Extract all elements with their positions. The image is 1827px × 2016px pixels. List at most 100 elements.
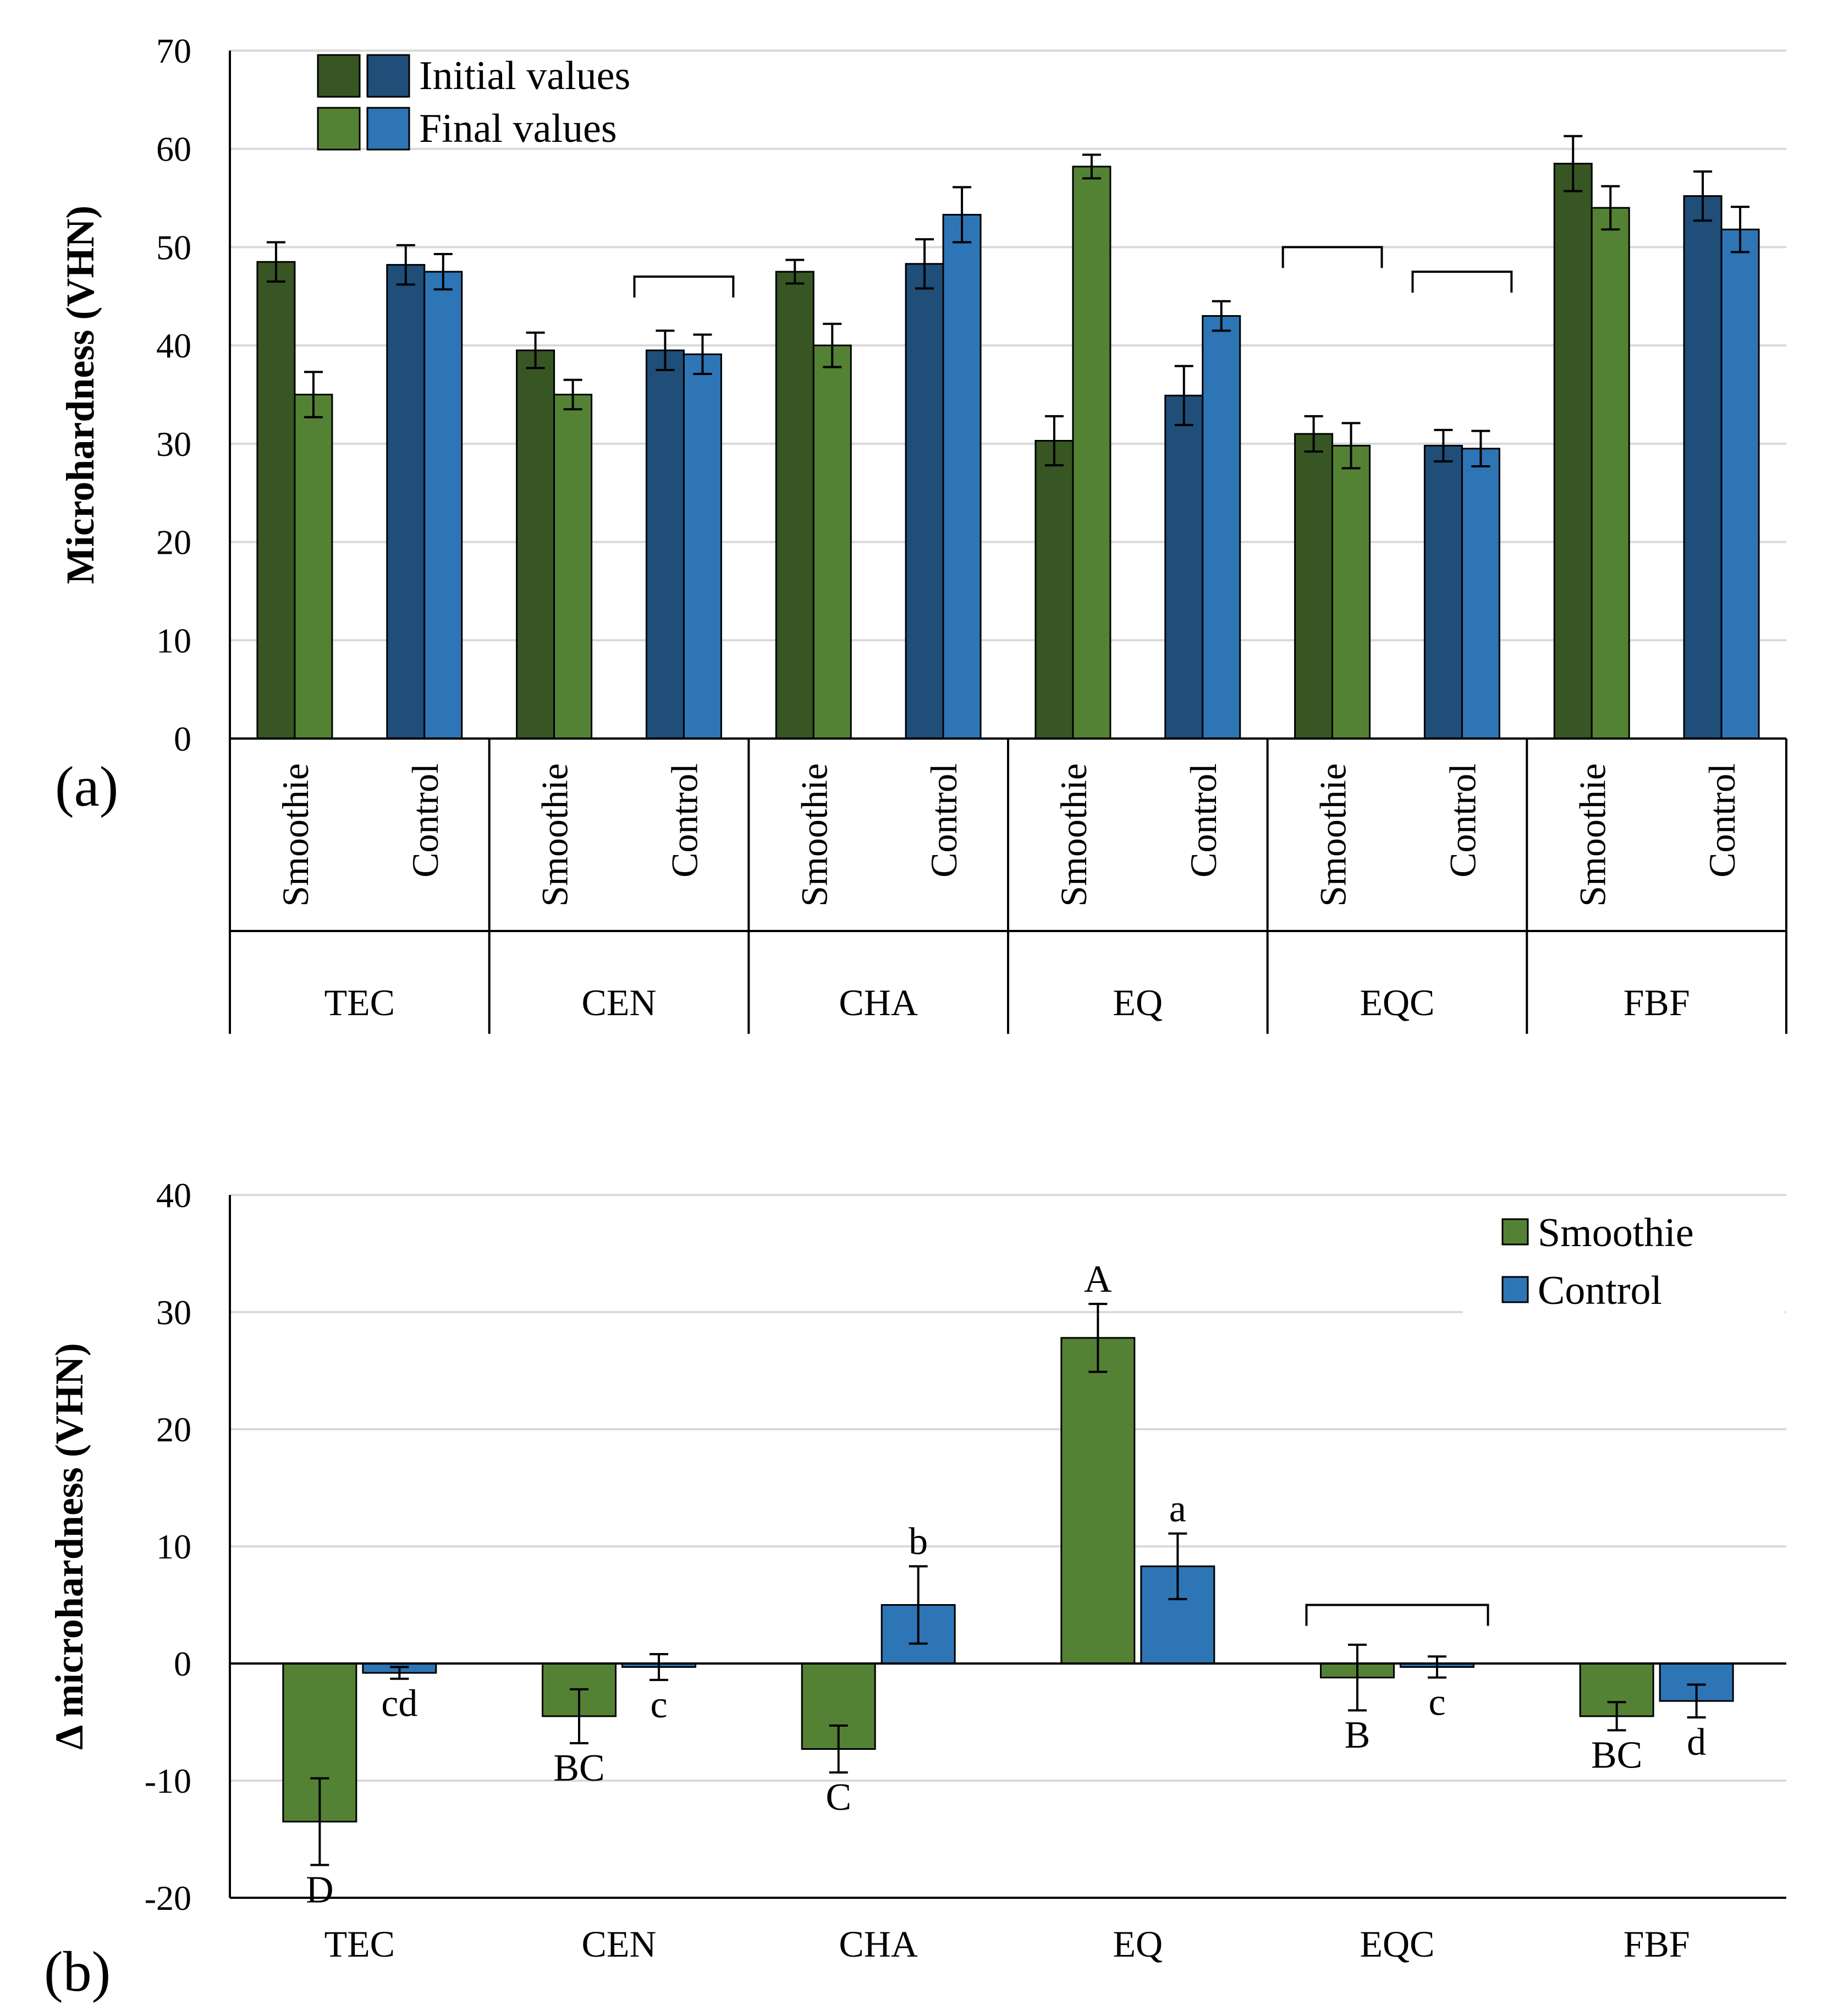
- material-tick-label: FBF: [1624, 982, 1690, 1023]
- error-bar: [656, 329, 675, 371]
- error-bar: [526, 331, 545, 370]
- significance-letter: b: [909, 1521, 928, 1563]
- group-tick-label: Smoothie: [1571, 763, 1613, 907]
- significance-letter: B: [1345, 1714, 1371, 1756]
- y-tick-label: 30: [156, 1293, 191, 1332]
- error-bar: [1082, 153, 1101, 180]
- error-bar: [1601, 185, 1620, 231]
- y-tick-label: 20: [156, 523, 191, 562]
- error-bar: [1044, 415, 1064, 467]
- bar: [1164, 394, 1204, 740]
- legend-swatch: [317, 107, 361, 151]
- legend-swatch: [366, 107, 410, 151]
- significance-letter: a: [1169, 1488, 1186, 1530]
- bar: [553, 394, 593, 740]
- significance-letter: c: [650, 1684, 667, 1726]
- error-bar: [1212, 300, 1231, 332]
- y-tick-label: -10: [145, 1761, 191, 1800]
- error-bar: [1687, 1683, 1706, 1718]
- group-tick-label: Control: [923, 763, 965, 878]
- material-tick-label: EQC: [1360, 982, 1435, 1023]
- legend-swatch: [1501, 1276, 1529, 1303]
- group-tick-label: Smoothie: [793, 763, 835, 907]
- significance-letter: C: [826, 1776, 851, 1819]
- bar: [256, 261, 296, 740]
- y-tick-label: 0: [174, 719, 191, 758]
- significance-letter: A: [1084, 1258, 1112, 1301]
- bar: [1423, 444, 1463, 740]
- bar: [1461, 448, 1500, 740]
- y-tick-label: -20: [145, 1879, 191, 1918]
- legend: Initial values Final values: [317, 53, 630, 151]
- legend-swatch: [1501, 1218, 1529, 1246]
- significance-letter: D: [306, 1869, 334, 1911]
- bar: [942, 213, 982, 740]
- significance-letter: c: [1428, 1682, 1445, 1724]
- error-bar: [1168, 1532, 1187, 1600]
- bar: [1202, 315, 1241, 740]
- material-tick-label: CEN: [582, 982, 657, 1023]
- bar: [1060, 1337, 1136, 1665]
- significance-bracket: [1411, 271, 1513, 293]
- error-bar: [1428, 1655, 1446, 1679]
- group-tick-label: Control: [404, 763, 446, 878]
- error-bar: [915, 238, 934, 290]
- panel-label: (b): [44, 1940, 111, 2003]
- significance-letter: d: [1687, 1721, 1706, 1764]
- error-bar: [953, 186, 972, 244]
- x-tick-label: CHA: [839, 1923, 918, 1965]
- legend-label: Initial values: [419, 53, 630, 98]
- significance-bracket: [633, 276, 735, 298]
- group-tick-label: Smoothie: [534, 763, 576, 907]
- error-bar: [1341, 422, 1361, 470]
- significance-bracket: [1281, 246, 1383, 268]
- x-tick-label: EQC: [1360, 1923, 1435, 1965]
- error-bar: [396, 244, 415, 286]
- bar: [1553, 163, 1593, 740]
- panel-b-chart: -20-10010203040SmoothieControlDcdTECBCcC…: [44, 1176, 1786, 2003]
- x-tick-label: EQ: [1113, 1923, 1163, 1965]
- significance-letter: BC: [1591, 1734, 1642, 1776]
- panel-label: (a): [55, 755, 118, 818]
- y-tick-label: 10: [156, 1527, 191, 1566]
- y-tick-label: 60: [156, 130, 191, 169]
- bar: [516, 349, 555, 740]
- panel-a-chart: 0 10 20 30 40 50 60 70 Smoothie Control TEC Smoothi…: [55, 31, 1787, 1034]
- error-bar: [1304, 415, 1323, 453]
- legend-label: Control: [1538, 1268, 1662, 1313]
- y-tick-label: 40: [156, 326, 191, 365]
- legend-swatch: [317, 54, 361, 98]
- error-bar: [570, 1688, 588, 1744]
- y-tick-label: 10: [156, 621, 191, 660]
- error-bar: [1564, 135, 1583, 192]
- bar: [423, 271, 463, 740]
- bar: [294, 394, 333, 740]
- significance-letter: cd: [381, 1683, 417, 1725]
- bar: [905, 263, 944, 740]
- y-tick-label: 70: [156, 31, 191, 70]
- error-bar: [433, 252, 453, 291]
- legend-label: Final values: [419, 106, 617, 151]
- significance-bracket: [1305, 1604, 1489, 1626]
- material-tick-label: TEC: [324, 982, 395, 1023]
- bar: [683, 353, 722, 740]
- y-tick-label: 30: [156, 425, 191, 464]
- error-bar: [909, 1565, 928, 1645]
- error-bar: [390, 1666, 409, 1680]
- bar: [1072, 166, 1111, 740]
- error-bar: [1471, 429, 1490, 467]
- group-tick-label: Smoothie: [274, 763, 316, 907]
- bar: [812, 344, 852, 740]
- error-bar: [785, 258, 805, 285]
- error-bar: [693, 333, 712, 375]
- bar: [645, 349, 685, 740]
- error-bar: [310, 1777, 329, 1866]
- error-bar: [650, 1653, 668, 1681]
- material-tick-label: CHA: [839, 982, 918, 1023]
- bar: [1331, 444, 1371, 740]
- material-tick-label: EQ: [1113, 982, 1163, 1023]
- group-tick-label: Control: [663, 763, 705, 878]
- bar: [1720, 228, 1760, 740]
- error-bar: [304, 371, 323, 418]
- x-tick-label: CEN: [582, 1923, 657, 1965]
